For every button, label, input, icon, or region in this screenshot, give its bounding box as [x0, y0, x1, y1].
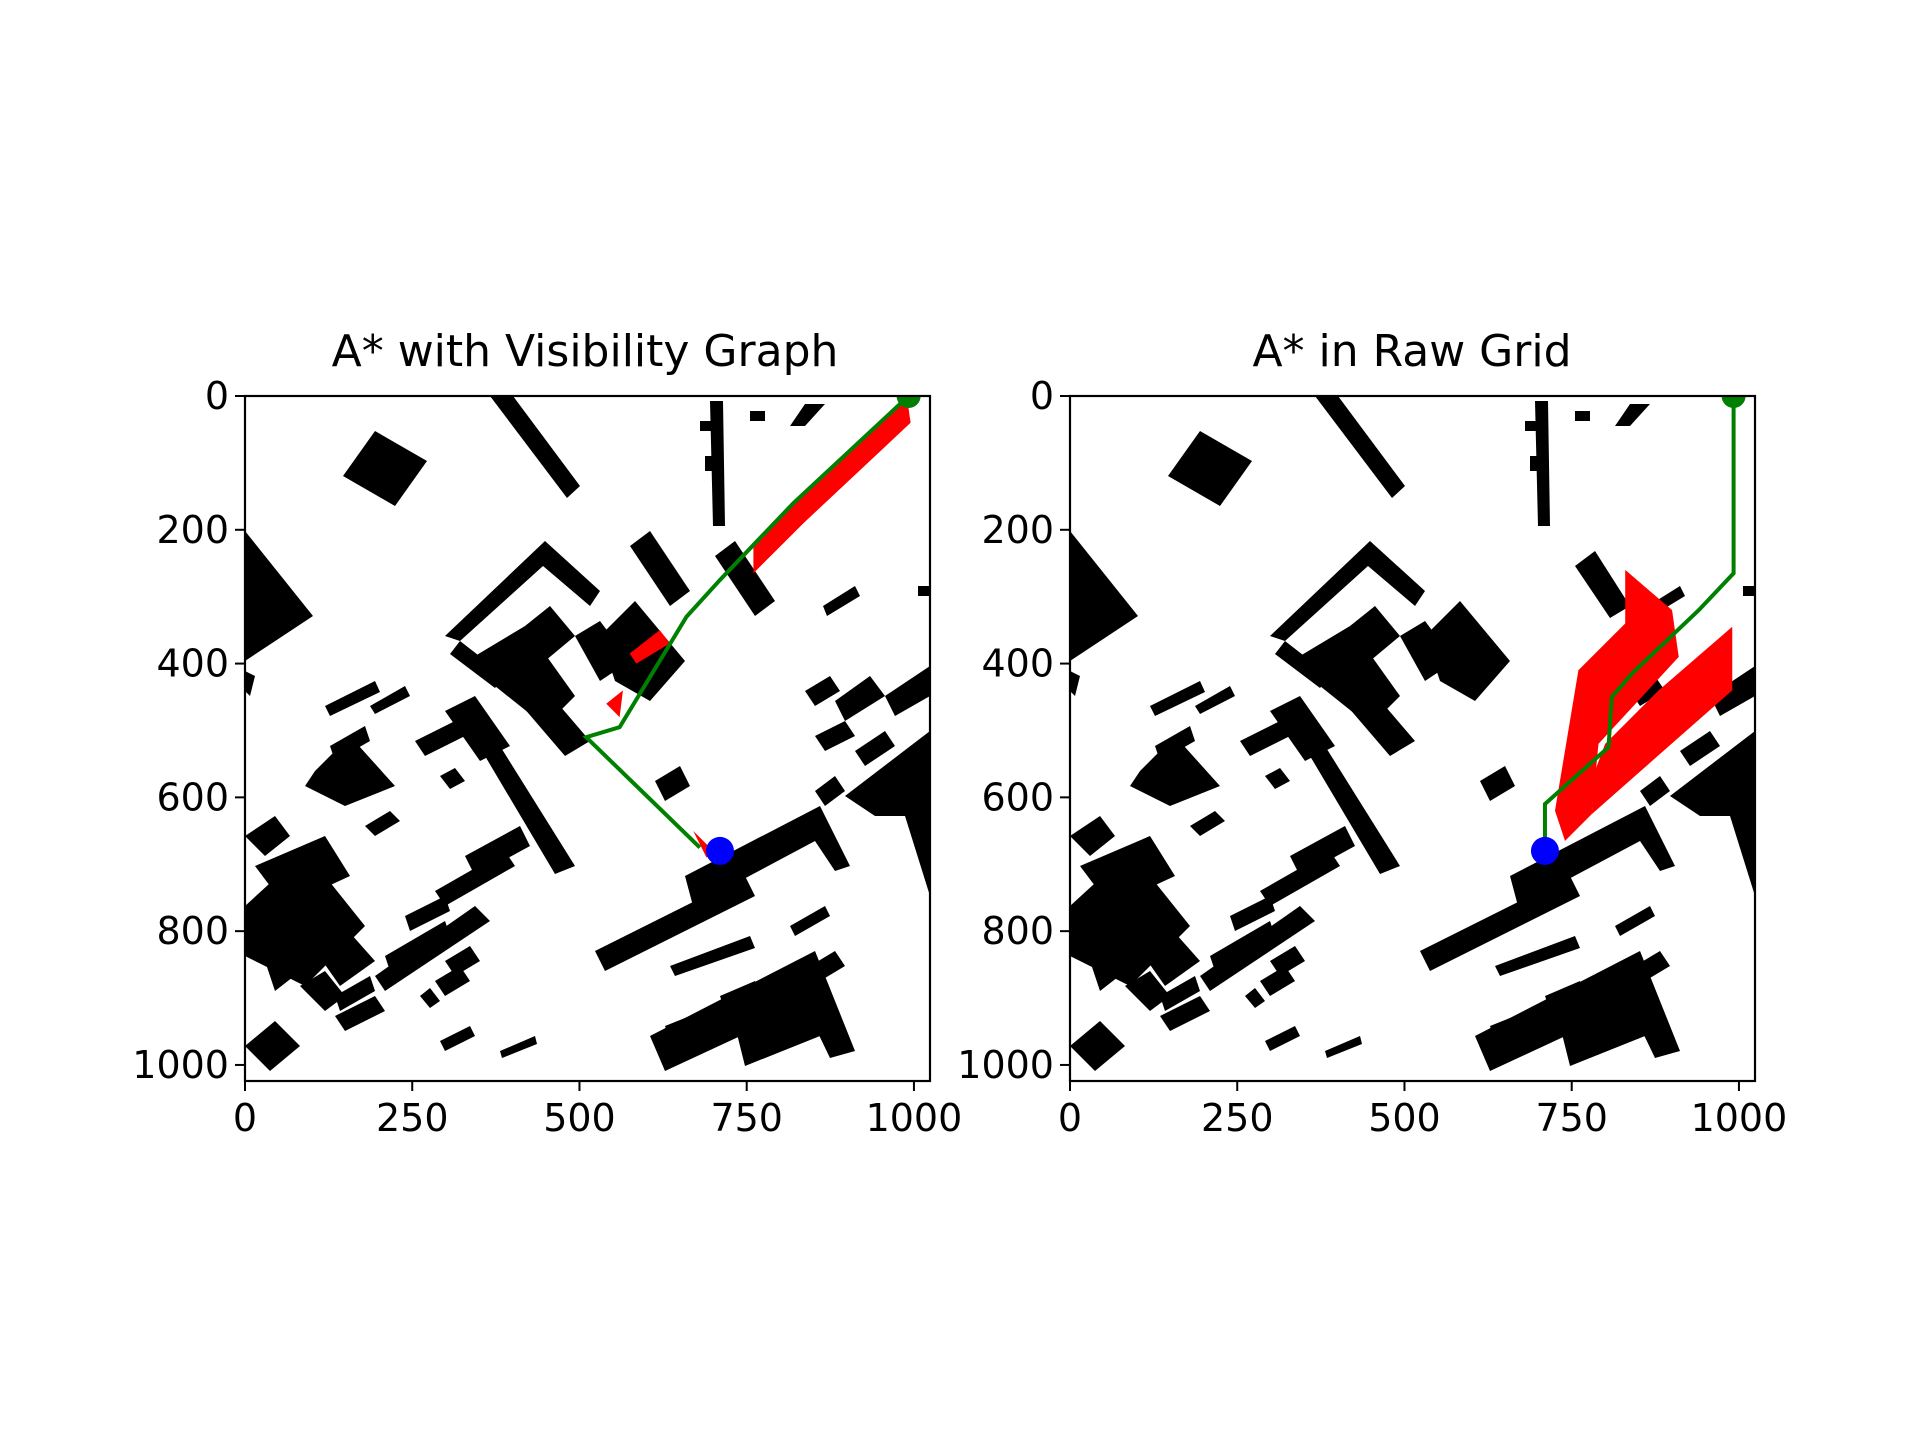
- y-tick-label: 1000: [957, 1043, 1054, 1087]
- x-tick-label: 500: [543, 1096, 616, 1140]
- explored-region: [1554, 569, 1679, 841]
- y-tick-label: 800: [981, 909, 1054, 953]
- x-axis: 0 250 500 750 1000: [233, 1081, 962, 1140]
- explored-region: [606, 690, 623, 718]
- y-tick-label: 400: [156, 642, 229, 686]
- y-tick-label: 400: [981, 642, 1054, 686]
- explored-region: [753, 399, 911, 574]
- panel-visibility-graph: A* with Visibility Graph 0 250 500 750 1000 …: [132, 326, 962, 1140]
- obstacles: [245, 396, 930, 1071]
- panel-raw-grid: A* in Raw Grid 0 250 500 750 1000 0 200 400 600…: [957, 326, 1787, 1140]
- x-axis: 0 250 500 750 1000: [1058, 1081, 1787, 1140]
- map-area: [1070, 396, 1755, 1081]
- panel-title: A* with Visibility Graph: [332, 326, 839, 377]
- x-tick-label: 500: [1368, 1096, 1441, 1140]
- y-tick-label: 0: [205, 374, 229, 418]
- obstacles: [1070, 396, 1755, 1071]
- x-tick-label: 750: [710, 1096, 783, 1140]
- y-tick-label: 0: [1030, 374, 1054, 418]
- y-axis: 0 200 400 600 800 1000: [957, 374, 1070, 1087]
- marker-layer: [705, 396, 921, 865]
- y-tick-label: 1000: [132, 1043, 229, 1087]
- y-tick-label: 200: [156, 508, 229, 552]
- start-marker: [1530, 836, 1559, 865]
- explored-region: [1591, 626, 1733, 815]
- path-line: [582, 396, 910, 849]
- explored-region: [629, 630, 670, 664]
- start-marker: [705, 836, 734, 865]
- path-layer: [1542, 396, 1736, 851]
- panel-title: A* in Raw Grid: [1252, 326, 1571, 377]
- path-line: [1542, 396, 1736, 851]
- x-tick-label: 250: [376, 1096, 449, 1140]
- x-tick-label: 750: [1535, 1096, 1608, 1140]
- x-tick-label: 250: [1201, 1096, 1274, 1140]
- axes-frame: [243, 394, 932, 1083]
- goal-marker: [896, 396, 921, 408]
- x-tick-label: 1000: [1691, 1096, 1788, 1140]
- y-tick-label: 200: [981, 508, 1054, 552]
- marker-layer: [1530, 396, 1746, 865]
- y-tick-label: 600: [156, 775, 229, 819]
- x-tick-label: 1000: [866, 1096, 963, 1140]
- y-axis: 0 200 400 600 800 1000: [132, 374, 245, 1087]
- goal-marker: [1721, 396, 1746, 408]
- y-tick-label: 600: [981, 775, 1054, 819]
- x-tick-label: 0: [233, 1096, 257, 1140]
- x-tick-label: 0: [1058, 1096, 1082, 1140]
- explored-region-layer: [1554, 569, 1733, 841]
- axes-frame: [1068, 394, 1757, 1083]
- path-layer: [582, 396, 910, 849]
- y-tick-label: 800: [156, 909, 229, 953]
- map-area: [245, 396, 930, 1081]
